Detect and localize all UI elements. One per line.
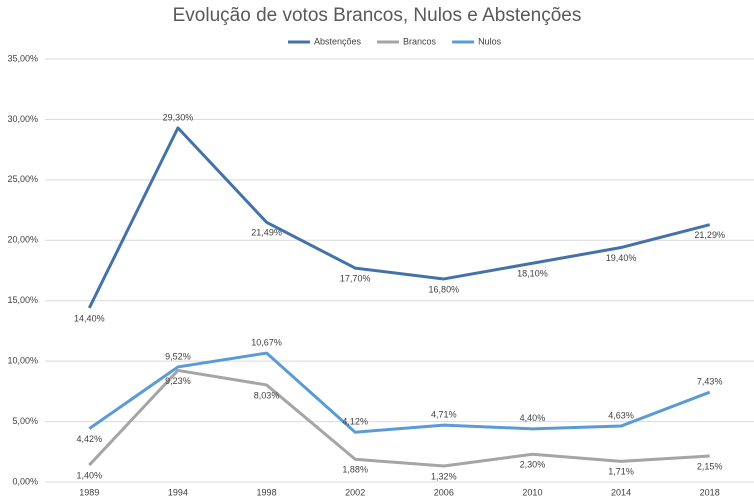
data-label: 2,15%	[697, 461, 723, 471]
x-tick-label: 1994	[168, 487, 188, 497]
y-tick-label: 25,00%	[7, 174, 38, 184]
y-tick-label: 15,00%	[7, 295, 38, 305]
data-label: 1,71%	[608, 467, 634, 477]
data-label: 8,03%	[254, 390, 280, 400]
data-label: 9,52%	[165, 351, 191, 361]
data-label: 16,80%	[429, 284, 460, 294]
y-tick-label: 0,00%	[12, 476, 38, 486]
data-label: 4,40%	[520, 413, 546, 423]
data-label: 9,23%	[165, 376, 191, 386]
y-tick-label: 10,00%	[7, 356, 38, 366]
data-label: 18,10%	[517, 269, 548, 279]
data-label: 14,40%	[74, 313, 105, 323]
legend-label: Brancos	[403, 36, 437, 46]
data-label: 4,42%	[77, 434, 103, 444]
y-tick-label: 20,00%	[7, 235, 38, 245]
series-line	[87, 126, 711, 309]
data-label: 19,40%	[606, 253, 637, 263]
data-label: 7,43%	[697, 377, 723, 387]
x-tick-label: 1998	[257, 487, 277, 497]
x-tick-label: 2014	[611, 487, 631, 497]
data-label: 17,70%	[340, 273, 371, 283]
x-tick-label: 2018	[700, 487, 720, 497]
data-label: 1,88%	[342, 465, 368, 475]
data-label: 10,67%	[251, 337, 282, 347]
x-tick-label: 2010	[522, 487, 542, 497]
data-label: 2,30%	[520, 460, 546, 470]
data-label: 21,29%	[694, 230, 725, 240]
y-tick-label: 5,00%	[12, 416, 38, 426]
data-label: 21,49%	[251, 228, 282, 238]
y-tick-label: 30,00%	[7, 114, 38, 124]
data-label: 1,32%	[431, 471, 457, 481]
data-label: 1,40%	[77, 470, 103, 480]
x-tick-label: 2002	[345, 487, 365, 497]
data-label: 4,71%	[431, 409, 457, 419]
data-label: 4,12%	[342, 417, 368, 427]
series-line	[88, 351, 711, 434]
x-tick-label: 1989	[79, 487, 99, 497]
series-line	[88, 368, 710, 468]
data-label: 4,63%	[608, 410, 634, 420]
x-tick-label: 2006	[434, 487, 454, 497]
legend-label: Abstenções	[314, 36, 362, 46]
data-label: 29,30%	[163, 112, 194, 122]
y-tick-label: 35,00%	[7, 53, 38, 63]
legend-label: Nulos	[478, 36, 502, 46]
chart-title: Evolução de votos Brancos, Nulos e Abste…	[173, 5, 582, 26]
